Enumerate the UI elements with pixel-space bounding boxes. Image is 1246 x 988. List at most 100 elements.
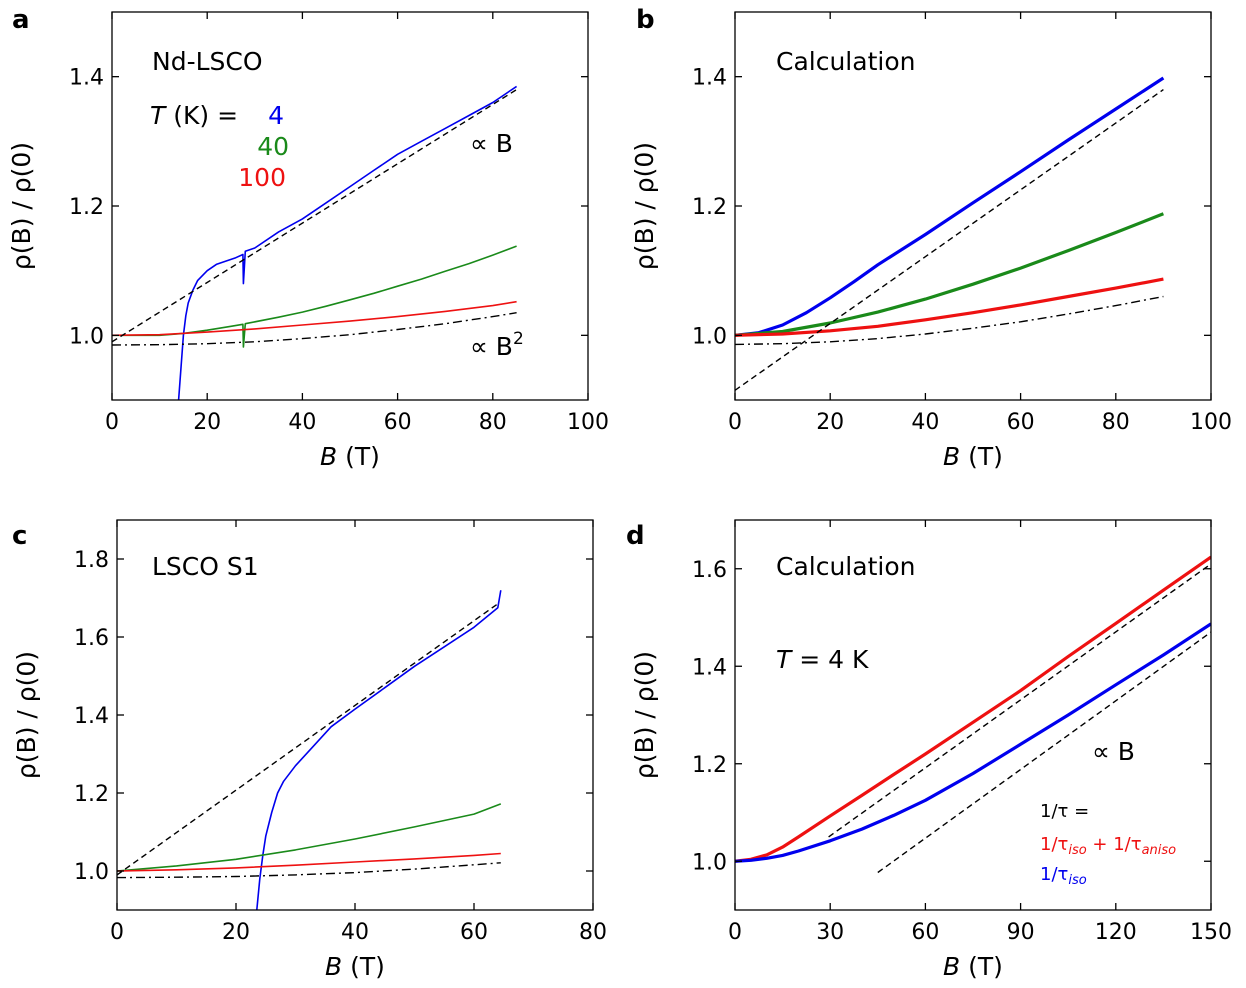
linear-guide-label: ∝ B [1092,737,1135,766]
x-tick-label: 20 [222,920,250,945]
x-tick-label: 40 [911,410,939,435]
data-series-line [735,622,1211,863]
x-tick-label: 40 [341,920,369,945]
series-group [735,76,1165,391]
series-group [112,85,518,400]
x-tick-label: 0 [728,920,742,945]
temperature-value: = 4 K [791,645,869,674]
guide-line [735,295,1164,346]
series-group [117,590,502,910]
x-tick-label: 120 [1095,920,1137,945]
calculation-label: Calculation [776,552,915,581]
quadratic-guide-exponent: 2 [513,329,524,349]
data-series-line [735,277,1164,337]
legend-title: 1/τ = [1040,801,1089,822]
x-axis-symbol: B [320,442,337,471]
y-tick-label: 1.8 [74,548,109,573]
x-axis-symbol: B [943,952,960,981]
data-series-line [117,852,501,872]
x-tick-label: 60 [911,920,939,945]
panel-d: d 0 30 60 90 120 150 1.0 1.2 1.4 1.6 B (T) ρ(B) / ρ… [626,519,1232,981]
x-axis-label: B (T) [325,952,385,981]
x-tick-label: 100 [1190,410,1232,435]
legend-text2: + 1/τ [1087,834,1142,855]
data-series-line [256,590,502,910]
temperature-symbol: T [776,645,793,674]
linear-guide-label: ∝ B [470,129,513,158]
quadratic-guide-label: ∝ B2 [470,329,524,361]
x-tick-label: 60 [460,920,488,945]
panel-letter-c: c [12,521,27,551]
x-tick-label: 150 [1190,920,1232,945]
temperature-legend-title: T (K) = [150,101,238,130]
y-tick-label: 1.2 [69,195,104,220]
guide-line [877,631,1211,874]
guide-line [117,603,499,876]
y-axis-label: ρ(B) / ρ(0) [12,651,41,779]
guide-line [828,563,1211,838]
legend-entry-iso: 1/τiso [1040,864,1087,888]
legend-sub: iso [1068,873,1086,888]
y-tick-label: 1.0 [69,324,104,349]
data-series-line [117,803,502,872]
x-tick-label: 0 [110,920,124,945]
x-axis-symbol: B [325,952,342,981]
y-tick-label: 1.6 [74,626,109,651]
temperature-label: T = 4 K [776,645,869,674]
data-series-line [735,555,1211,863]
legend-sub2: aniso [1142,843,1177,858]
y-axis-label: ρ(B) / ρ(0) [7,142,36,270]
x-axis-symbol: B [943,442,960,471]
sample-label: LSCO S1 [152,552,259,581]
legend-entry-100K: 100 [238,163,286,192]
data-series-line [735,212,1164,337]
x-tick-label: 20 [816,410,844,435]
panel-c: c 0 20 40 60 80 1.0 1.2 1.4 1.6 1.8 B (T) ρ(B) / ρ(… [12,519,607,981]
temperature-unit: (K) = [165,101,238,130]
y-tick-label: 1.4 [74,704,109,729]
panel-letter-d: d [626,521,645,551]
y-axis-label: ρ(B) / ρ(0) [630,651,659,779]
y-tick-label: 1.2 [692,195,727,220]
x-tick-label: 80 [579,920,607,945]
plot-frame [734,519,1212,911]
data-series-line [177,85,518,400]
sample-label: Nd-LSCO [152,47,263,76]
panel-letter-b: b [636,5,655,35]
legend-text: 1/τ [1040,834,1068,855]
quadratic-guide-text: ∝ B [470,332,513,361]
data-series-line [112,245,517,348]
x-axis-label: B (T) [320,442,380,471]
y-tick-label: 1.4 [692,655,727,680]
guide-line [117,862,501,879]
x-tick-label: 90 [1007,920,1035,945]
y-tick-label: 1.0 [692,850,727,875]
guide-line [112,312,517,346]
x-tick-label: 100 [567,410,609,435]
plot-b: 0 20 40 60 80 100 1.0 1.2 1.4 B (T) ρ(B) / ρ(0) [630,11,1232,471]
x-tick-label: 30 [816,920,844,945]
y-axis-label: ρ(B) / ρ(0) [630,142,659,270]
legend-sub: iso [1068,843,1086,858]
y-tick-label: 1.4 [692,66,727,91]
calculation-label: Calculation [776,47,915,76]
x-tick-label: 80 [479,410,507,435]
y-tick-label: 1.2 [74,782,109,807]
x-tick-label: 60 [384,410,412,435]
x-tick-label: 20 [193,410,221,435]
x-axis-unit: (T) [960,442,1003,471]
y-tick-label: 1.0 [692,324,727,349]
x-tick-label: 40 [288,410,316,435]
guide-line [735,89,1164,391]
x-tick-label: 80 [1102,410,1130,435]
data-series-line [112,300,517,337]
plot-d: 0 30 60 90 120 150 1.0 1.2 1.4 1.6 B (T) ρ(B) / ρ(0… [630,519,1232,981]
x-tick-label: 60 [1007,410,1035,435]
series-group [735,555,1211,874]
x-tick-label: 0 [105,410,119,435]
legend-entry-40K: 40 [257,132,289,161]
plot-a: 0 20 40 60 80 100 1.0 1.2 1.4 B (T) ρ(B) / ρ(0) [7,11,609,471]
